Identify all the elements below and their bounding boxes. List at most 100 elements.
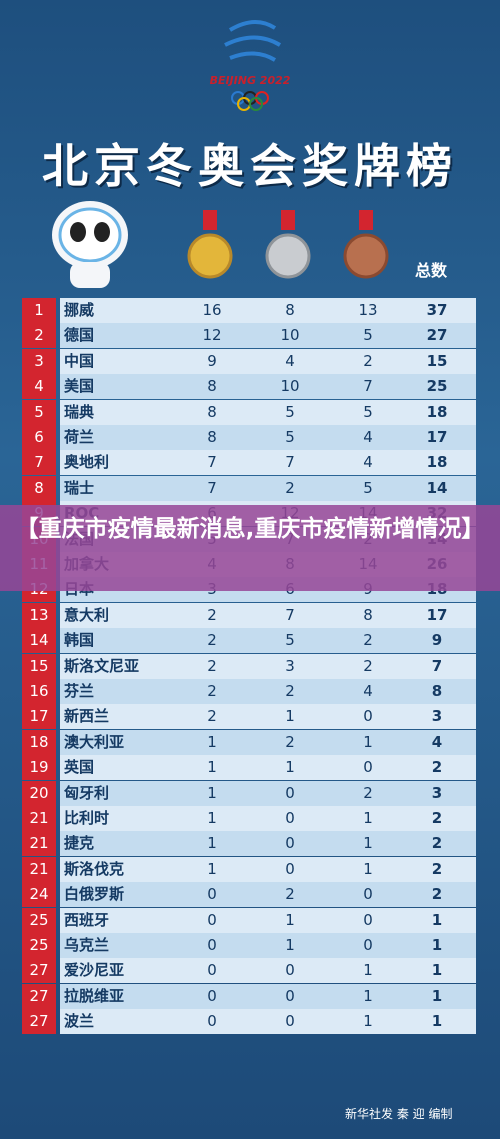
bronze: 1 [363,809,373,827]
total: 7 [431,656,443,675]
silver: 7 [285,453,295,472]
country: 拉脱维亚 [60,983,476,1009]
bronze: 8 [363,605,373,624]
rank: 18 [22,729,56,755]
total: 2 [431,859,443,878]
table-row: 25 西班牙 0 1 0 1 [22,907,476,933]
silver: 0 [285,783,295,802]
table-row: 6 荷兰 8 5 4 17 [22,425,476,450]
country: 波兰 [60,1009,476,1035]
country: 英国 [60,755,476,781]
silver: 1 [285,758,295,777]
total: 18 [426,402,448,421]
country: 挪威 [60,298,476,323]
total: 15 [426,351,448,370]
bronze: 2 [363,656,373,675]
bronze: 5 [363,402,373,421]
total: 2 [431,758,443,777]
gold: 0 [207,936,217,954]
gold: 0 [207,1012,217,1031]
gold: 0 [207,961,217,980]
country: 匈牙利 [60,780,476,806]
table-row: 18 澳大利亚 1 2 1 4 [22,729,476,755]
total-header: 总数 [415,261,448,280]
silver: 0 [285,1012,295,1031]
rank: 1 [22,298,56,323]
total: 2 [431,834,443,853]
rank: 4 [22,374,56,400]
table-row: 21 捷克 1 0 1 2 [22,831,476,857]
total: 1 [431,910,443,929]
total: 3 [431,707,443,726]
table-row: 7 奥地利 7 7 4 18 [22,450,476,476]
rank: 2 [22,323,56,349]
rank: 13 [22,602,56,628]
title: 北京冬奥会奖牌榜 [42,139,458,193]
gold: 2 [207,707,217,726]
silver: 5 [285,402,295,421]
bronze: 0 [363,910,373,929]
gold: 7 [207,478,217,497]
table-row: 4 美国 8 10 7 25 [22,374,476,400]
table-row: 16 芬兰 2 2 4 8 [22,679,476,704]
bronze: 1 [363,732,373,751]
logo-text: BEIJING 2022 [209,74,291,87]
table-row: 25 乌克兰 0 1 0 1 [22,933,476,958]
silver: 8 [285,301,295,319]
silver: 2 [285,732,295,751]
total: 27 [426,326,448,345]
bronze: 7 [363,377,373,396]
silver: 4 [285,351,295,370]
total: 3 [431,783,443,802]
gold: 2 [207,631,217,650]
rank: 6 [22,425,56,450]
rank: 19 [22,755,56,781]
silver: 0 [285,834,295,853]
country: 斯洛伐克 [60,856,476,882]
country: 澳大利亚 [60,729,476,755]
table-row: 8 瑞士 7 2 5 14 [22,475,476,501]
silver: 2 [285,478,295,497]
silver: 0 [285,961,295,980]
country: 芬兰 [60,679,476,704]
silver: 0 [285,809,295,827]
table-row: 14 韩国 2 5 2 9 [22,628,476,654]
rank: 27 [22,983,56,1009]
total: 17 [426,428,448,446]
table-row: 21 比利时 1 0 1 2 [22,806,476,831]
silver: 5 [285,428,295,446]
footer: 新华社发 秦 迎 编制 [345,1107,453,1121]
silver: 1 [285,707,295,726]
total: 4 [431,732,443,751]
table-row: 3 中国 9 4 2 15 [22,348,476,374]
country: 捷克 [60,831,476,857]
rank: 25 [22,933,56,958]
gold: 8 [207,428,217,446]
silver: 5 [285,631,295,650]
rank: 14 [22,628,56,654]
silver: 1 [285,936,295,954]
country: 西班牙 [60,907,476,933]
table-row: 2 德国 12 10 5 27 [22,323,476,349]
rank: 27 [22,958,56,984]
bronze: 2 [363,783,373,802]
silver: 7 [285,605,295,624]
rank: 5 [22,399,56,425]
bronze: 13 [358,301,378,319]
country: 新西兰 [60,704,476,730]
bronze: 4 [363,453,373,472]
country: 德国 [60,323,476,349]
bronze: 1 [363,834,373,853]
gold: 9 [207,351,217,370]
rank: 24 [22,882,56,908]
gold: 8 [207,402,217,421]
country: 斯洛文尼亚 [60,653,476,679]
country: 瑞典 [60,399,476,425]
country: 奥地利 [60,450,476,476]
silver: 2 [285,682,295,700]
rank: 25 [22,907,56,933]
gold: 1 [207,859,217,878]
total: 1 [431,1012,443,1031]
gold: 1 [207,809,217,827]
table-row: 13 意大利 2 7 8 17 [22,602,476,628]
